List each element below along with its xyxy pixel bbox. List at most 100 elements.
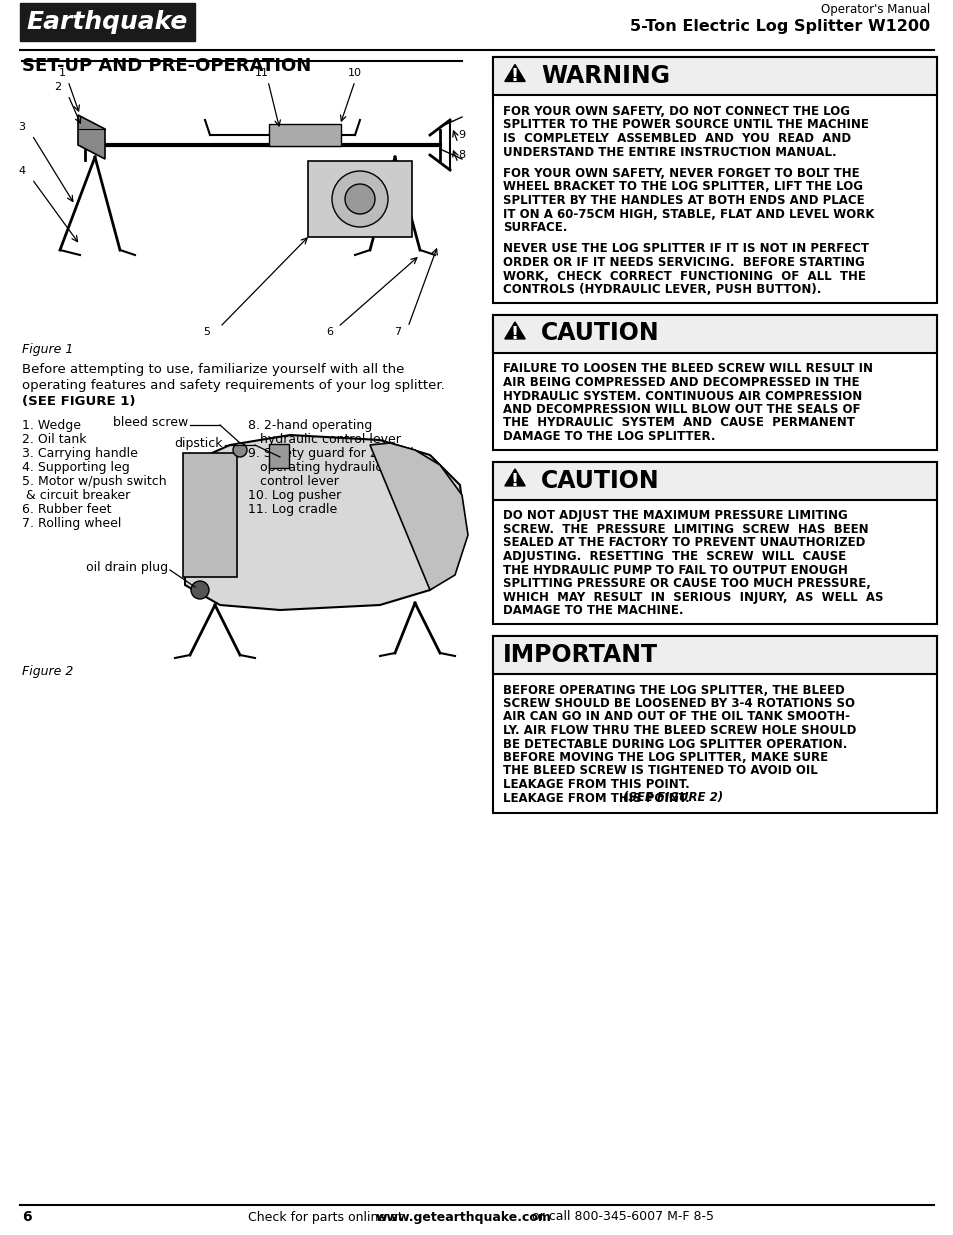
Text: IS  COMPLETELY  ASSEMBLED  AND  YOU  READ  AND: IS COMPLETELY ASSEMBLED AND YOU READ AND (502, 132, 850, 144)
FancyBboxPatch shape (493, 315, 936, 450)
Text: Before attempting to use, familiarize yourself with all the: Before attempting to use, familiarize yo… (22, 363, 404, 375)
Text: Check for parts online at: Check for parts online at (248, 1210, 406, 1224)
Circle shape (332, 170, 388, 227)
Text: WARNING: WARNING (540, 64, 669, 88)
Text: 7. Rolling wheel: 7. Rolling wheel (22, 517, 121, 530)
Text: CONTROLS (HYDRAULIC LEVER, PUSH BUTTON).: CONTROLS (HYDRAULIC LEVER, PUSH BUTTON). (502, 283, 821, 296)
Text: SET-UP AND PRE-OPERATION: SET-UP AND PRE-OPERATION (22, 57, 311, 75)
Text: & circuit breaker: & circuit breaker (22, 489, 131, 501)
FancyBboxPatch shape (269, 445, 289, 468)
Text: 1. Wedge: 1. Wedge (22, 419, 81, 432)
Text: CAUTION: CAUTION (540, 468, 659, 493)
Text: THE  HYDRAULIC  SYSTEM  AND  CAUSE  PERMANENT: THE HYDRAULIC SYSTEM AND CAUSE PERMANENT (502, 416, 854, 430)
FancyBboxPatch shape (183, 453, 236, 577)
Text: WHICH  MAY  RESULT  IN  SERIOUS  INJURY,  AS  WELL  AS: WHICH MAY RESULT IN SERIOUS INJURY, AS W… (502, 590, 882, 604)
Text: UNDERSTAND THE ENTIRE INSTRUCTION MANUAL.: UNDERSTAND THE ENTIRE INSTRUCTION MANUAL… (502, 146, 836, 158)
Text: hydraulic control lever: hydraulic control lever (248, 433, 400, 446)
Text: 5. Motor w/push switch: 5. Motor w/push switch (22, 475, 167, 488)
Text: SPLITTER TO THE POWER SOURCE UNTIL THE MACHINE: SPLITTER TO THE POWER SOURCE UNTIL THE M… (502, 119, 868, 131)
Text: Figure 1: Figure 1 (22, 343, 73, 356)
Text: CAUTION: CAUTION (540, 321, 659, 346)
Text: WORK,  CHECK  CORRECT  FUNCTIONING  OF  ALL  THE: WORK, CHECK CORRECT FUNCTIONING OF ALL T… (502, 269, 865, 283)
Text: !: ! (511, 472, 518, 490)
Text: 11. Log cradle: 11. Log cradle (248, 503, 337, 516)
Text: THE BLEED SCREW IS TIGHTENED TO AVOID OIL: THE BLEED SCREW IS TIGHTENED TO AVOID OI… (502, 764, 817, 778)
Text: !: ! (511, 68, 518, 85)
Text: bleed screw: bleed screw (112, 416, 188, 430)
Text: SPLITTING PRESSURE OR CAUSE TOO MUCH PRESSURE,: SPLITTING PRESSURE OR CAUSE TOO MUCH PRE… (502, 577, 870, 590)
Text: 6. Rubber feet: 6. Rubber feet (22, 503, 112, 516)
Text: 4: 4 (18, 165, 26, 177)
Text: LEAKAGE FROM THIS POINT.: LEAKAGE FROM THIS POINT. (502, 792, 693, 804)
Circle shape (191, 580, 209, 599)
Text: AIR BEING COMPRESSED AND DECOMPRESSED IN THE: AIR BEING COMPRESSED AND DECOMPRESSED IN… (502, 375, 859, 389)
Text: 8. 2-hand operating: 8. 2-hand operating (248, 419, 372, 432)
FancyBboxPatch shape (308, 161, 412, 237)
Polygon shape (78, 115, 105, 159)
Text: AIR CAN GO IN AND OUT OF THE OIL TANK SMOOTH-: AIR CAN GO IN AND OUT OF THE OIL TANK SM… (502, 710, 849, 724)
Circle shape (345, 184, 375, 214)
Text: FAILURE TO LOOSEN THE BLEED SCREW WILL RESULT IN: FAILURE TO LOOSEN THE BLEED SCREW WILL R… (502, 363, 872, 375)
FancyBboxPatch shape (493, 636, 936, 813)
Text: FOR YOUR OWN SAFETY, DO NOT CONNECT THE LOG: FOR YOUR OWN SAFETY, DO NOT CONNECT THE … (502, 105, 849, 119)
Text: www.getearthquake.com: www.getearthquake.com (375, 1210, 551, 1224)
Text: AND DECOMPRESSION WILL BLOW OUT THE SEALS OF: AND DECOMPRESSION WILL BLOW OUT THE SEAL… (502, 403, 860, 416)
Text: 3. Carrying handle: 3. Carrying handle (22, 447, 138, 459)
Text: FOR YOUR OWN SAFETY, NEVER FORGET TO BOLT THE: FOR YOUR OWN SAFETY, NEVER FORGET TO BOL… (502, 167, 859, 180)
FancyBboxPatch shape (493, 57, 936, 95)
Text: Operator's Manual: Operator's Manual (820, 4, 929, 16)
Text: NEVER USE THE LOG SPLITTER IF IT IS NOT IN PERFECT: NEVER USE THE LOG SPLITTER IF IT IS NOT … (502, 242, 868, 256)
Text: Earthquake: Earthquake (27, 10, 188, 35)
Text: or call 800-345-6007 M-F 8-5: or call 800-345-6007 M-F 8-5 (527, 1210, 713, 1224)
Text: DAMAGE TO THE MACHINE.: DAMAGE TO THE MACHINE. (502, 604, 682, 618)
Text: DO NOT ADJUST THE MAXIMUM PRESSURE LIMITING: DO NOT ADJUST THE MAXIMUM PRESSURE LIMIT… (502, 510, 847, 522)
Text: control lever: control lever (248, 475, 338, 488)
FancyBboxPatch shape (493, 636, 936, 673)
Text: LY. AIR FLOW THRU THE BLEED SCREW HOLE SHOULD: LY. AIR FLOW THRU THE BLEED SCREW HOLE S… (502, 724, 856, 737)
Text: THE HYDRAULIC PUMP TO FAIL TO OUTPUT ENOUGH: THE HYDRAULIC PUMP TO FAIL TO OUTPUT ENO… (502, 563, 847, 577)
Text: 10: 10 (348, 68, 361, 78)
Text: operating hydraulic: operating hydraulic (248, 461, 382, 474)
Text: !: ! (511, 325, 518, 343)
Text: 6: 6 (22, 1210, 31, 1224)
Text: operating features and safety requirements of your log splitter.: operating features and safety requiremen… (22, 379, 444, 391)
Text: ORDER OR IF IT NEEDS SERVICING.  BEFORE STARTING: ORDER OR IF IT NEEDS SERVICING. BEFORE S… (502, 256, 863, 269)
FancyBboxPatch shape (493, 462, 936, 499)
FancyBboxPatch shape (20, 2, 194, 41)
Text: 7: 7 (394, 327, 401, 337)
Text: ADJUSTING.  RESETTING  THE  SCREW  WILL  CAUSE: ADJUSTING. RESETTING THE SCREW WILL CAUS… (502, 550, 845, 563)
Text: SPLITTER BY THE HANDLES AT BOTH ENDS AND PLACE: SPLITTER BY THE HANDLES AT BOTH ENDS AND… (502, 194, 863, 207)
Text: 10. Log pusher: 10. Log pusher (248, 489, 341, 501)
Text: 11: 11 (254, 68, 269, 78)
Text: (SEE FIGURE 2): (SEE FIGURE 2) (622, 792, 722, 804)
Text: 4. Supporting leg: 4. Supporting leg (22, 461, 130, 474)
Text: BEFORE MOVING THE LOG SPLITTER, MAKE SURE: BEFORE MOVING THE LOG SPLITTER, MAKE SUR… (502, 751, 827, 764)
Text: SCREW.  THE  PRESSURE  LIMITING  SCREW  HAS  BEEN: SCREW. THE PRESSURE LIMITING SCREW HAS B… (502, 522, 868, 536)
Text: 6: 6 (326, 327, 334, 337)
FancyBboxPatch shape (493, 462, 936, 624)
Text: 2. Oil tank: 2. Oil tank (22, 433, 87, 446)
Text: IT ON A 60-75CM HIGH, STABLE, FLAT AND LEVEL WORK: IT ON A 60-75CM HIGH, STABLE, FLAT AND L… (502, 207, 874, 221)
FancyBboxPatch shape (493, 57, 936, 303)
Text: 5: 5 (203, 327, 211, 337)
Text: SEALED AT THE FACTORY TO PREVENT UNAUTHORIZED: SEALED AT THE FACTORY TO PREVENT UNAUTHO… (502, 536, 864, 550)
Text: SCREW SHOULD BE LOOSENED BY 3-4 ROTATIONS SO: SCREW SHOULD BE LOOSENED BY 3-4 ROTATION… (502, 697, 854, 710)
Text: 2: 2 (54, 82, 62, 91)
Text: SURFACE.: SURFACE. (502, 221, 567, 233)
Text: IMPORTANT: IMPORTANT (502, 642, 658, 667)
Text: BE DETECTABLE DURING LOG SPLITTER OPERATION.: BE DETECTABLE DURING LOG SPLITTER OPERAT… (502, 737, 846, 751)
Text: 1: 1 (58, 68, 66, 78)
Text: BEFORE OPERATING THE LOG SPLITTER, THE BLEED: BEFORE OPERATING THE LOG SPLITTER, THE B… (502, 683, 843, 697)
Circle shape (233, 443, 247, 457)
Polygon shape (504, 322, 525, 338)
Polygon shape (504, 64, 525, 82)
Polygon shape (370, 443, 468, 590)
FancyBboxPatch shape (269, 124, 340, 146)
Text: 3: 3 (18, 122, 26, 132)
Text: 5-Ton Electric Log Splitter W1200: 5-Ton Electric Log Splitter W1200 (629, 20, 929, 35)
Text: DAMAGE TO THE LOG SPLITTER.: DAMAGE TO THE LOG SPLITTER. (502, 430, 715, 443)
Text: (SEE FIGURE 1): (SEE FIGURE 1) (22, 395, 135, 408)
Text: WHEEL BRACKET TO THE LOG SPLITTER, LIFT THE LOG: WHEEL BRACKET TO THE LOG SPLITTER, LIFT … (502, 180, 862, 194)
Text: 9: 9 (458, 130, 465, 140)
Text: oil drain plug: oil drain plug (86, 561, 168, 573)
